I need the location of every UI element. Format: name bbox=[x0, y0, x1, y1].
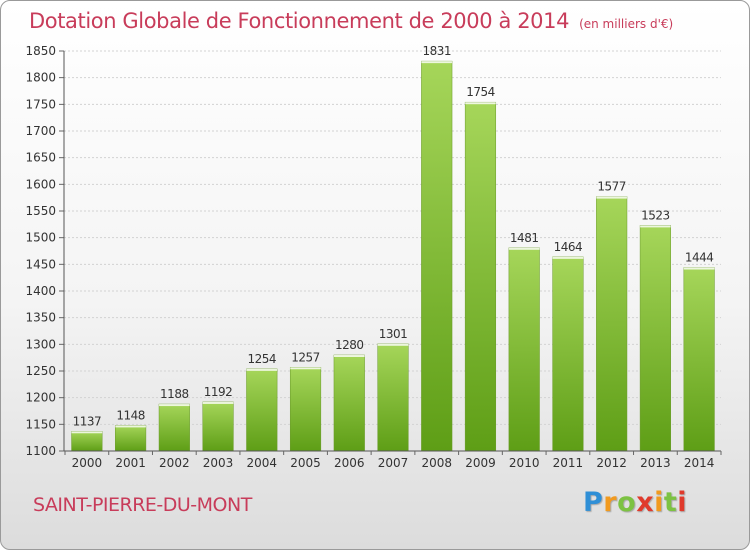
bar-highlight bbox=[246, 368, 278, 371]
y-tick-label: 1200 bbox=[25, 391, 56, 405]
bar-2007 bbox=[377, 343, 409, 452]
bars bbox=[71, 60, 715, 452]
data-label: 1188 bbox=[160, 387, 189, 401]
y-tick-label: 1250 bbox=[25, 364, 56, 378]
data-labels: 1137 1148 1188 1192 1254 1257 1280 1301 1831 1754… bbox=[73, 44, 714, 428]
bar-2002 bbox=[158, 403, 190, 452]
data-label: 1831 bbox=[422, 44, 451, 58]
data-label: 1464 bbox=[554, 240, 583, 254]
data-label: 1301 bbox=[379, 327, 408, 341]
y-tick-label: 1800 bbox=[25, 71, 56, 85]
chart-title: Dotation Globale de Fonctionnement de 20… bbox=[29, 9, 673, 33]
bar-highlight bbox=[596, 196, 627, 199]
bar-highlight bbox=[333, 355, 365, 357]
y-tick-label: 1700 bbox=[25, 124, 56, 138]
x-tick-label: 2007 bbox=[378, 456, 409, 470]
bar-2013 bbox=[639, 225, 671, 452]
data-label: 1254 bbox=[248, 352, 277, 366]
y-tick-label: 1350 bbox=[25, 311, 56, 325]
x-tick-label: 2008 bbox=[421, 456, 452, 470]
bar-highlight bbox=[202, 401, 234, 404]
logo-letter: x bbox=[636, 487, 655, 518]
axes bbox=[63, 51, 721, 452]
x-tick-label: 2001 bbox=[115, 456, 146, 470]
bar-2004 bbox=[246, 368, 278, 452]
bar-highlight bbox=[640, 225, 671, 228]
x-tick-label: 2014 bbox=[684, 456, 715, 470]
logo-letter: r bbox=[603, 487, 618, 518]
bar-2001 bbox=[115, 425, 147, 452]
logo-letter: o bbox=[617, 487, 637, 518]
bar-2005 bbox=[289, 367, 322, 452]
bar-2009 bbox=[464, 101, 497, 452]
bar-highlight bbox=[159, 404, 190, 407]
bar-2014 bbox=[683, 267, 715, 452]
bar-2006 bbox=[333, 354, 365, 452]
bar-highlight bbox=[508, 247, 540, 250]
bar-2000 bbox=[71, 431, 103, 452]
y-tick-label: 1650 bbox=[25, 151, 56, 165]
chart-unit: (en milliers d'€) bbox=[579, 17, 674, 31]
data-label: 1192 bbox=[204, 385, 233, 399]
data-label: 1137 bbox=[73, 414, 102, 428]
y-tick-label: 1100 bbox=[25, 444, 56, 458]
bar-highlight bbox=[290, 367, 321, 370]
x-tick-label: 2002 bbox=[159, 456, 190, 470]
bar-2003 bbox=[202, 401, 234, 452]
bar-highlight bbox=[71, 431, 103, 434]
x-tick-label: 2009 bbox=[465, 456, 496, 470]
y-tick-label: 1500 bbox=[25, 231, 56, 245]
proxiti-logo: Proxiti bbox=[583, 487, 687, 518]
data-label: 1523 bbox=[641, 208, 670, 222]
data-label: 1754 bbox=[466, 85, 495, 99]
bar-2011 bbox=[552, 256, 584, 452]
y-tick-label: 1450 bbox=[25, 257, 56, 271]
y-tick-label: 1600 bbox=[25, 177, 56, 191]
x-tick-label: 2004 bbox=[247, 456, 278, 470]
y-tick-label: 1150 bbox=[25, 417, 56, 431]
bar-2012 bbox=[596, 196, 628, 452]
x-tick-label: 2003 bbox=[203, 456, 234, 470]
x-axis-ticks: 2000 2001 2002 2003 2004 2005 2006 2007 2008 2009… bbox=[64, 451, 722, 470]
y-tick-label: 1750 bbox=[25, 97, 56, 111]
commune-name: SAINT-PIERRE-DU-MONT bbox=[33, 494, 252, 516]
x-tick-label: 2012 bbox=[596, 456, 627, 470]
bar-highlight bbox=[421, 61, 453, 64]
y-tick-label: 1850 bbox=[25, 44, 56, 58]
logo-letter: i bbox=[677, 487, 688, 518]
x-tick-label: 2006 bbox=[334, 456, 365, 470]
logo-letter: t bbox=[663, 487, 678, 518]
bar-highlight bbox=[552, 256, 584, 259]
y-tick-label: 1300 bbox=[25, 337, 56, 351]
bar-highlight bbox=[377, 343, 409, 346]
logo-letter: i bbox=[654, 487, 664, 518]
x-tick-label: 2013 bbox=[640, 456, 671, 470]
data-label: 1257 bbox=[291, 350, 320, 364]
x-tick-label: 2010 bbox=[509, 456, 540, 470]
data-label: 1280 bbox=[335, 338, 364, 352]
x-tick-label: 2011 bbox=[553, 456, 584, 470]
bar-highlight bbox=[683, 267, 715, 270]
bar-2008 bbox=[421, 60, 453, 452]
bar-2010 bbox=[508, 247, 540, 452]
data-label: 1481 bbox=[510, 231, 539, 245]
x-tick-label: 2005 bbox=[290, 456, 321, 470]
data-label: 1444 bbox=[685, 251, 714, 265]
x-tick-label: 2000 bbox=[72, 456, 103, 470]
data-label: 1577 bbox=[597, 180, 626, 194]
bar-highlight bbox=[115, 425, 146, 428]
logo-letter: P bbox=[583, 487, 604, 518]
chart-title-text: Dotation Globale de Fonctionnement de 20… bbox=[29, 9, 570, 33]
y-axis-ticks: 1100 1150 1200 1250 1300 1350 1400 1450 1500 1550… bbox=[25, 44, 64, 458]
data-label: 1148 bbox=[116, 408, 145, 422]
y-tick-label: 1400 bbox=[25, 284, 56, 298]
y-tick-label: 1550 bbox=[25, 204, 56, 218]
bar-highlight bbox=[465, 102, 496, 105]
